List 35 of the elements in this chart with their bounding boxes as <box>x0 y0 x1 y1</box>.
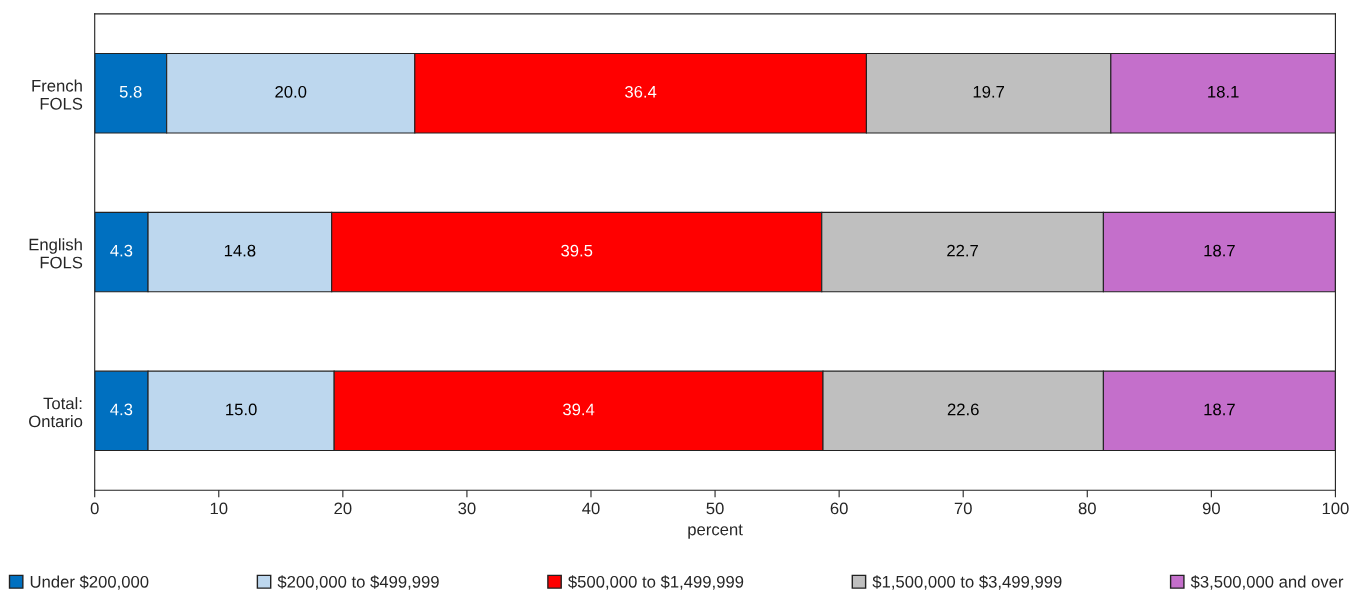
data-label: 5.8 <box>119 85 142 98</box>
data-label: 19.7 <box>973 85 1005 98</box>
data-label: 15.0 <box>226 403 257 416</box>
legend-label: $1,500,000 to $3,499,999 <box>872 575 1062 590</box>
data-label: 22.7 <box>947 244 978 257</box>
x-tick-label: 90 <box>1202 502 1220 515</box>
legend-label: Under $200,000 <box>30 575 149 590</box>
data-label: 20.0 <box>275 85 307 98</box>
x-tick-label: 80 <box>1078 502 1096 515</box>
x-tick-label: 20 <box>334 502 352 515</box>
y-tick-label: English FOLS <box>29 238 83 269</box>
x-tick-label: 40 <box>582 502 600 515</box>
data-label: 18.7 <box>1204 244 1235 257</box>
x-tick-label: 50 <box>706 502 724 515</box>
x-axis-title: percent <box>688 524 743 539</box>
legend-label: $200,000 to $499,999 <box>277 575 439 590</box>
x-tick-label: 0 <box>90 502 99 515</box>
x-tick-label: 100 <box>1322 502 1349 515</box>
data-label: 39.4 <box>563 403 595 416</box>
x-tick-label: 10 <box>210 502 228 515</box>
data-label: 14.8 <box>224 244 256 257</box>
data-label: 4.3 <box>110 403 133 416</box>
y-tick-label: French FOLS <box>32 79 83 110</box>
x-tick-label: 70 <box>954 502 972 515</box>
data-label: 18.7 <box>1204 403 1235 416</box>
legend-label: $500,000 to $1,499,999 <box>568 575 744 590</box>
data-label: 39.5 <box>561 244 593 257</box>
data-label: 36.4 <box>625 85 657 98</box>
x-tick-label: 30 <box>458 502 476 515</box>
x-tick-label: 60 <box>830 502 848 515</box>
data-label: 4.3 <box>110 244 133 257</box>
y-tick-label: Total: Ontario <box>29 397 83 428</box>
data-label: 18.1 <box>1208 85 1239 98</box>
data-label: 22.6 <box>947 403 979 416</box>
legend-label: $3,500,000 and over <box>1190 575 1344 590</box>
